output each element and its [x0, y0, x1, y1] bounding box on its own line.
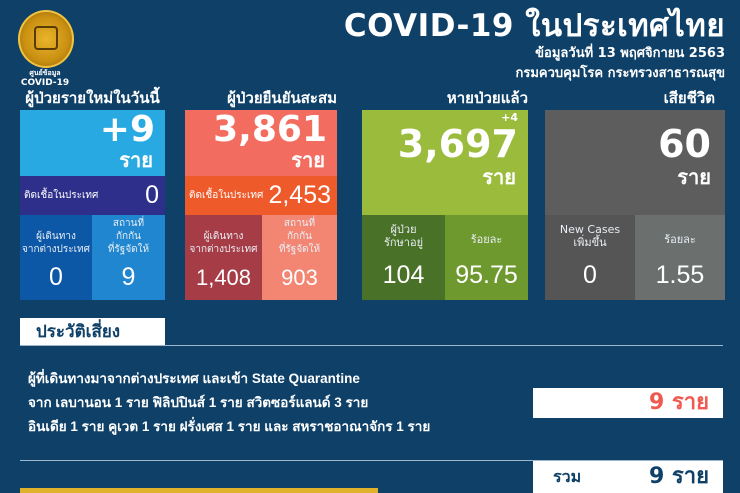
cumulative-local-value: 2,453: [268, 181, 331, 209]
recovered-delta: +4: [501, 111, 518, 124]
risk-line-1: ผู้ที่เดินทางมาจากต่างประเทศ และเข้า Sta…: [28, 371, 360, 386]
recovered-pct-label: ร้อยละ: [470, 233, 503, 246]
sq-label: สถานที่ กักกัน ที่รัฐจัดให้: [107, 218, 150, 255]
recovered-pct-value: 95.75: [455, 261, 518, 289]
logo-caption-thai: ศูนย์ข้อมูล: [29, 69, 61, 77]
deaths-new-value: 0: [583, 261, 597, 289]
abroad-value: 0: [49, 263, 63, 291]
logo-caption-covid: COVID-19: [20, 78, 70, 88]
cumulative-local-label: ติดเชื้อในประเทศ: [189, 189, 264, 201]
gold-accent-bar: [20, 488, 378, 493]
recovered-heading: หายป่วยแล้ว: [446, 89, 528, 107]
cumulative-abroad-label: ผู้เดินทาง จากต่างประเทศ: [189, 231, 258, 255]
risk-count: 9 ราย: [533, 388, 723, 418]
cumulative-value: 3,861: [213, 110, 327, 150]
local-label: ติดเชื้อในประเทศ: [24, 189, 99, 201]
total-box: รวม 9 ราย: [533, 461, 723, 493]
page-title: COVID-19 ในประเทศไทย: [343, 8, 725, 44]
deaths-pct-label: ร้อยละ: [664, 233, 696, 246]
risk-heading: ประวัติเสี่ยง: [20, 318, 165, 346]
cumulative-heading: ผู้ป่วยยืนยันสะสม: [227, 89, 337, 107]
abroad-label: ผู้เดินทาง จากต่างประเทศ: [22, 231, 90, 255]
risk-line-3: อินเดีย 1 ราย คูเวต 1 ราย ฝรั่งเศส 1 ราย…: [28, 419, 431, 434]
recovered-value: 3,697: [397, 122, 518, 166]
ddc-seal-logo: [18, 10, 74, 68]
total-value: 9 ราย: [648, 464, 709, 489]
new-cases-heading: ผู้ป่วยรายใหม่ในวันนี้: [25, 89, 160, 107]
org-label: กรมควบคุมโรค กระทรวงสาธารณสุข: [515, 66, 726, 81]
cumulative-unit: ราย: [291, 148, 325, 172]
logo-caption: ศูนย์ข้อมูล COVID-19: [10, 68, 80, 89]
deaths-heading: เสียชีวิต: [663, 89, 715, 107]
total-label: รวม: [553, 467, 582, 486]
deaths-unit: ราย: [677, 165, 711, 189]
local-value: 0: [145, 181, 159, 209]
deaths-new-label: New Cases เพิ่มขึ้น: [559, 223, 621, 249]
deaths-value: 60: [658, 122, 711, 166]
sq-value: 9: [121, 263, 136, 291]
cumulative-sq-label: สถานที่ กักกัน ที่รัฐจัดให้: [278, 218, 321, 255]
cumulative-abroad-value: 1,408: [195, 265, 252, 290]
treating-label: ผู้ป่วย รักษาอยู่: [383, 223, 424, 249]
recovered-unit: ราย: [482, 165, 516, 189]
treating-value: 104: [382, 261, 425, 289]
divider: [20, 345, 723, 346]
date-label: ข้อมูลวันที่ 13 พฤศจิกายน 2563: [535, 46, 725, 61]
new-cases-unit: ราย: [119, 148, 153, 172]
deaths-pct-value: 1.55: [655, 261, 705, 289]
risk-line-2: จาก เลบานอน 1 ราย ฟิลิปปินส์ 1 ราย สวิตซ…: [28, 395, 369, 410]
new-cases-value: +9: [99, 110, 155, 150]
cumulative-sq-value: 903: [281, 265, 318, 290]
divider: [20, 460, 723, 461]
